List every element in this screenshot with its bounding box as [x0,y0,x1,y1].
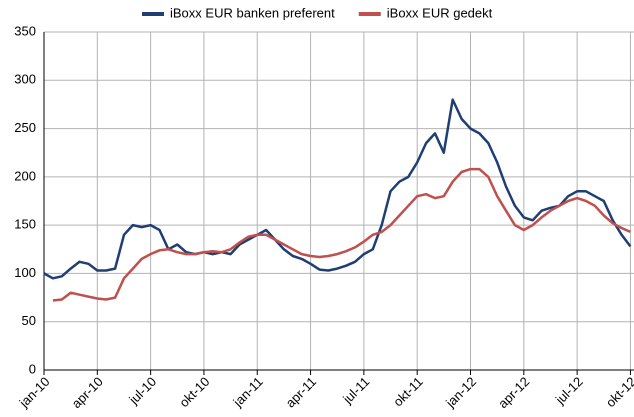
y-tick-label: 50 [22,313,36,328]
x-tick-label: okt-11 [390,374,425,409]
y-tick-label: 250 [14,120,36,135]
y-tick-label: 0 [29,361,36,376]
x-tick-label: apr-10 [69,374,106,411]
x-tick-label: jan-11 [230,374,266,410]
x-tick-label: jan-12 [442,374,479,411]
y-tick-label: 200 [14,168,36,183]
x-tick-label: apr-12 [495,374,532,411]
y-tick-label: 150 [14,217,36,232]
x-tick-label: okt-12 [603,374,634,410]
legend-label: iBoxx EUR banken preferent [170,5,335,20]
x-tick-label: jul-11 [339,374,372,407]
legend-label: iBoxx EUR gedekt [387,5,493,20]
series-line [43,98,632,280]
legend: iBoxx EUR banken preferent iBoxx EUR gede… [142,5,493,20]
x-tick-label: jan-10 [16,374,53,411]
series-line [52,167,631,302]
x-tick-label: jul-10 [125,374,159,408]
x-tick-label: apr-11 [283,374,320,411]
x-tick-label: jul-12 [552,374,586,408]
y-tick-label: 350 [14,23,36,38]
x-tick-label: okt-10 [176,374,212,410]
y-tick-label: 100 [14,265,36,280]
y-tick-label: 300 [14,72,36,87]
